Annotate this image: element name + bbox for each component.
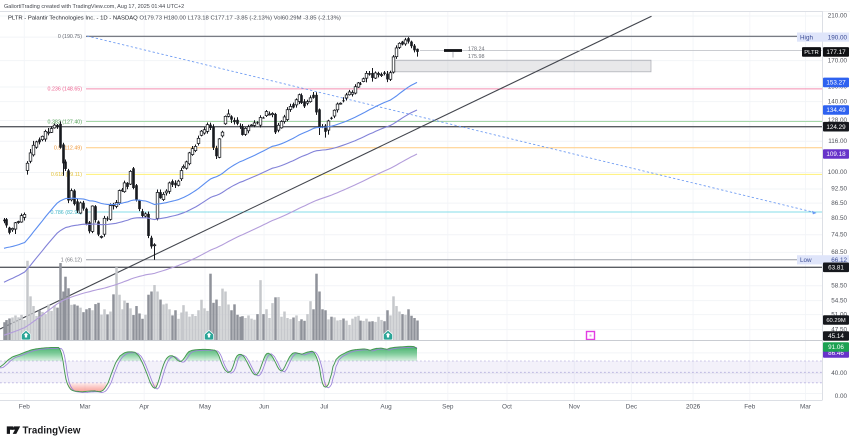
- svg-text:0 (190.75): 0 (190.75): [58, 34, 82, 40]
- svg-text:66.12: 66.12: [831, 257, 847, 264]
- svg-text:51.00: 51.00: [831, 311, 847, 318]
- svg-text:Feb: Feb: [19, 404, 30, 411]
- svg-text:91.06: 91.06: [828, 344, 844, 351]
- svg-text:TradingView: TradingView: [23, 426, 81, 437]
- svg-text:May: May: [199, 404, 212, 411]
- svg-text:0.786 (82.93): 0.786 (82.93): [50, 210, 82, 216]
- svg-text:54.50: 54.50: [831, 297, 847, 304]
- svg-text:177.17: 177.17: [826, 49, 846, 56]
- svg-text:109.18: 109.18: [826, 151, 846, 158]
- svg-text:0.382 (127.40): 0.382 (127.40): [48, 119, 83, 125]
- svg-text:116.00: 116.00: [828, 138, 847, 145]
- svg-text:Mar: Mar: [79, 404, 91, 411]
- svg-text:0.236 (148.65): 0.236 (148.65): [48, 87, 83, 93]
- svg-text:Jun: Jun: [259, 404, 270, 411]
- svg-text:Dec: Dec: [626, 404, 638, 411]
- svg-text:60.29M: 60.29M: [826, 318, 846, 324]
- svg-text:Nov: Nov: [569, 404, 581, 411]
- svg-text:High: High: [800, 34, 813, 41]
- svg-text:86.50: 86.50: [831, 200, 847, 207]
- svg-text:100.00: 100.00: [828, 169, 848, 176]
- svg-text:74.50: 74.50: [831, 231, 847, 238]
- svg-text:Jul: Jul: [320, 404, 328, 411]
- svg-text:170.00: 170.00: [828, 57, 848, 64]
- svg-text:178.24: 178.24: [468, 46, 485, 52]
- svg-text:92.50: 92.50: [831, 186, 847, 193]
- svg-text:63.81: 63.81: [828, 265, 844, 272]
- svg-text:58.50: 58.50: [831, 282, 847, 289]
- svg-text:Mar: Mar: [800, 404, 812, 411]
- svg-text:190.00: 190.00: [828, 34, 848, 41]
- svg-text:153.27: 153.27: [826, 80, 846, 87]
- svg-text:45.14: 45.14: [828, 333, 844, 340]
- svg-text:Oct: Oct: [502, 404, 512, 411]
- svg-text:80.50: 80.50: [831, 215, 847, 222]
- svg-text:128.00: 128.00: [828, 117, 848, 124]
- svg-text:Feb: Feb: [744, 404, 755, 411]
- svg-text:PLTR: PLTR: [804, 50, 819, 56]
- svg-text:140.00: 140.00: [828, 98, 848, 105]
- svg-text:210.00: 210.00: [828, 13, 848, 20]
- svg-text:Aug: Aug: [380, 404, 392, 411]
- svg-text:2026: 2026: [686, 404, 701, 411]
- svg-text:PLTR - Palantir Technologies I: PLTR - Palantir Technologies Inc. - 1D -…: [8, 16, 341, 22]
- svg-text:0.5 (112.49): 0.5 (112.49): [54, 146, 82, 152]
- svg-text:GaliortiTrading created with T: GaliortiTrading created with TradingView…: [4, 4, 184, 10]
- svg-text:Apr: Apr: [139, 404, 150, 411]
- svg-text:Sep: Sep: [442, 404, 454, 411]
- svg-text:134.49: 134.49: [826, 107, 846, 114]
- svg-text:0.618 (99.11): 0.618 (99.11): [51, 172, 82, 178]
- svg-text:124.29: 124.29: [826, 124, 846, 131]
- svg-text:86.46: 86.46: [828, 350, 844, 357]
- svg-text:68.50: 68.50: [831, 249, 847, 256]
- svg-text:Low: Low: [800, 257, 812, 264]
- svg-text:1 (66.12): 1 (66.12): [61, 258, 82, 264]
- svg-text:0.00: 0.00: [835, 393, 848, 400]
- svg-text:40.00: 40.00: [831, 370, 847, 377]
- svg-text:175.98: 175.98: [468, 54, 485, 60]
- svg-text:47.50: 47.50: [831, 326, 847, 333]
